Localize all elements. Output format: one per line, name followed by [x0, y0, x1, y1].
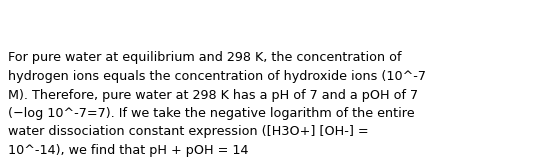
Text: For pure water at equilibrium and 298 K, the concentration of
hydrogen ions equa: For pure water at equilibrium and 298 K,…: [8, 51, 426, 157]
